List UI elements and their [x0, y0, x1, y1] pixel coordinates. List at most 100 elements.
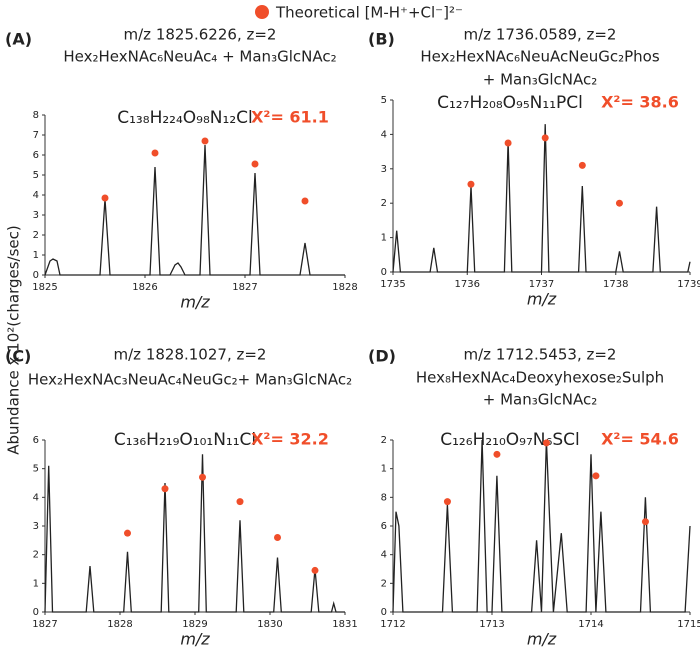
x-axis-label: m/z: [180, 293, 210, 312]
x-axis-label: m/z: [527, 290, 557, 309]
y-tick-label: 4: [381, 550, 387, 561]
chi-square: X²= 32.2: [251, 430, 329, 449]
y-tick-label: 3: [381, 164, 387, 175]
x-tick-label: 1831: [332, 619, 357, 630]
panel-title: Hex₂HexNAc₃NeuAc₄NeuGc₂+ Man₃GlcNAc₂: [28, 371, 352, 389]
theoretical-point: [541, 134, 549, 142]
y-tick-label: 4: [381, 129, 387, 140]
panel-title: m/z 1712.5453, z=2: [464, 346, 617, 364]
y-tick-label: 2: [33, 230, 39, 241]
x-tick-label: 1827: [32, 619, 57, 630]
y-tick-label: 2: [381, 435, 387, 446]
y-tick-label: 0: [33, 270, 39, 281]
panel-title: Hex₂HexNAc₆NeuAcNeuGc₂Phos: [420, 48, 660, 66]
theoretical-point: [615, 199, 623, 207]
formula: C₁₂₆H₂₁₀O₉₇N₆SCl: [440, 430, 579, 450]
y-tick-label: 5: [381, 95, 387, 106]
theoretical-point: [542, 439, 550, 447]
panel-label: (D): [368, 347, 396, 366]
x-tick-label: 1714: [578, 619, 603, 630]
x-tick-label: 1739: [677, 279, 700, 290]
x-axis-label: m/z: [527, 630, 557, 649]
theoretical-point: [151, 149, 159, 157]
y-tick-label: 1: [381, 464, 387, 475]
y-tick-label: 1: [381, 233, 387, 244]
chi-square: X²= 38.6: [601, 93, 679, 112]
x-tick-label: 1713: [479, 619, 504, 630]
theoretical-point: [199, 473, 206, 481]
y-tick-label: 6: [33, 435, 39, 446]
spectrum-line: [392, 124, 691, 273]
panel-label: (B): [368, 30, 395, 49]
y-tick-label: 1: [33, 250, 39, 261]
x-tick-label: 1712: [380, 619, 405, 630]
y-tick-label: 5: [33, 170, 39, 181]
theoretical-point: [443, 498, 451, 506]
theoretical-point: [101, 194, 109, 202]
y-tick-label: 0: [33, 607, 39, 618]
theoretical-point: [301, 197, 309, 205]
x-tick-label: 1829: [182, 619, 207, 630]
x-tick-label: 1715: [677, 619, 700, 630]
x-tick-label: 1735: [380, 279, 405, 290]
x-tick-label: 1827: [232, 282, 257, 293]
y-tick-label: 4: [33, 492, 39, 503]
legend-label: Theoretical [M-H⁺+Cl⁻]²⁻: [275, 4, 463, 22]
theoretical-point: [592, 472, 600, 480]
formula: C₁₃₈H₂₂₄O₉₈N₁₂Cl: [117, 108, 253, 128]
spectrum-line: [44, 454, 345, 613]
panel-title: + Man₃GlcNAc₂: [483, 391, 598, 409]
theoretical-point: [274, 533, 281, 541]
panel-title: + Man₃GlcNAc₂: [483, 71, 598, 89]
theoretical-point: [311, 566, 319, 574]
x-tick-label: 1828: [107, 619, 132, 630]
y-tick-label: 8: [381, 492, 387, 503]
y-tick-label: 2: [381, 578, 387, 589]
y-tick-label: 2: [33, 550, 39, 561]
x-tick-label: 1825: [32, 282, 57, 293]
x-tick-label: 1828: [332, 282, 357, 293]
chi-square: X²= 54.6: [601, 430, 679, 449]
spectrum-line: [44, 144, 345, 276]
legend-marker: [255, 5, 269, 19]
panel-label: (A): [5, 30, 32, 49]
theoretical-point: [578, 161, 586, 169]
x-tick-label: 1738: [603, 279, 628, 290]
theoretical-point: [504, 139, 512, 147]
y-tick-label: 5: [33, 464, 39, 475]
x-tick-label: 1826: [132, 282, 157, 293]
y-tick-label: 6: [381, 521, 387, 532]
y-tick-label: 0: [381, 267, 387, 278]
panel-title: m/z 1825.6226, z=2: [124, 26, 277, 44]
theoretical-point: [236, 498, 244, 506]
x-tick-label: 1830: [257, 619, 282, 630]
chi-square: X²= 61.1: [251, 108, 329, 127]
y-tick-label: 6: [33, 150, 39, 161]
y-tick-label: 3: [33, 521, 39, 532]
x-axis-label: m/z: [180, 630, 210, 649]
panel-title: Hex₂HexNAc₆NeuAc₄ + Man₃GlcNAc₂: [63, 48, 336, 66]
y-tick-label: 4: [33, 190, 39, 201]
panel-title: m/z 1736.0589, z=2: [464, 26, 617, 44]
spectrum-line: [392, 439, 691, 613]
y-tick-label: 1: [33, 578, 39, 589]
theoretical-point: [493, 450, 501, 458]
y-tick-label: 7: [33, 130, 39, 141]
formula: C₁₂₇H₂₀₈O₉₅N₁₁PCl: [437, 93, 583, 113]
theoretical-point: [124, 529, 131, 537]
formula: C₁₃₆H₂₁₉O₁₀₁N₁₁Cl: [114, 430, 256, 450]
theoretical-point: [161, 485, 169, 493]
theoretical-point: [467, 180, 475, 188]
theoretical-point: [641, 518, 649, 526]
y-axis-label: Abundance x 10²(charges/sec): [5, 225, 23, 454]
panel-title: m/z 1828.1027, z=2: [114, 346, 267, 364]
x-tick-label: 1736: [455, 279, 480, 290]
y-tick-label: 3: [33, 210, 39, 221]
x-tick-label: 1737: [529, 279, 554, 290]
theoretical-point: [201, 137, 209, 145]
y-tick-label: 0: [381, 607, 387, 618]
y-tick-label: 2: [381, 198, 387, 209]
theoretical-point: [251, 160, 259, 168]
panel-title: Hex₈HexNAc₄Deoxyhexose₂Sulph: [416, 369, 664, 387]
